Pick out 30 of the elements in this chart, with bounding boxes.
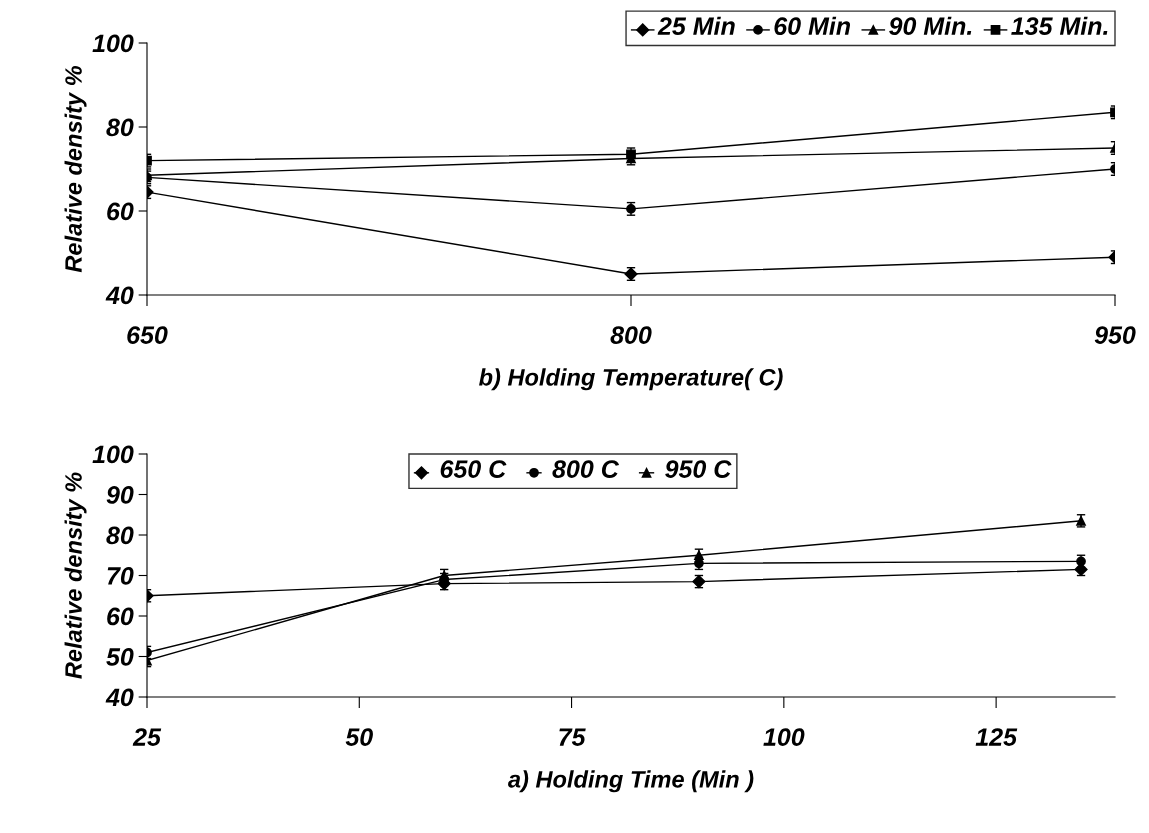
y-tick-label: 80 xyxy=(106,118,134,137)
x-tick-label: 800 xyxy=(610,326,652,344)
legend-label: 950 C xyxy=(665,460,732,478)
x-tick-label: 75 xyxy=(559,728,586,746)
y-tick-label: 60 xyxy=(107,607,134,626)
y-axis-title: Relative density % xyxy=(64,65,87,273)
legend-label: 135 Min. xyxy=(1011,16,1108,36)
x-axis-title: a) Holding Time (Min ) xyxy=(508,770,754,793)
x-tick-label: 50 xyxy=(345,728,373,746)
y-tick-label: 100 xyxy=(92,34,134,53)
y-tick-label: 70 xyxy=(107,567,134,585)
y-tick-label: 40 xyxy=(105,688,134,707)
x-axis-title: b) Holding Temperature( C) xyxy=(479,368,783,391)
legend-label: 90 Min. xyxy=(889,16,972,36)
y-tick-label: 80 xyxy=(106,526,134,545)
y-tick-label: 60 xyxy=(107,202,134,221)
legend-label: 800 C xyxy=(552,460,620,478)
x-tick-label: 650 xyxy=(127,326,168,344)
y-axis-title: Relative density % xyxy=(64,472,87,679)
legend-label: 650 C xyxy=(440,460,507,478)
x-tick-label: 950 xyxy=(1094,326,1136,344)
legend-label: 25 Min xyxy=(657,16,735,36)
y-tick-label: 100 xyxy=(92,445,134,464)
x-tick-label: 125 xyxy=(975,728,1018,746)
x-tick-label: 25 xyxy=(132,728,162,746)
y-tick-label: 40 xyxy=(105,286,134,305)
y-tick-label: 50 xyxy=(106,648,134,666)
legend-label: 60 Min xyxy=(774,16,851,36)
x-tick-label: 100 xyxy=(763,728,805,746)
y-tick-label: 90 xyxy=(106,486,134,504)
